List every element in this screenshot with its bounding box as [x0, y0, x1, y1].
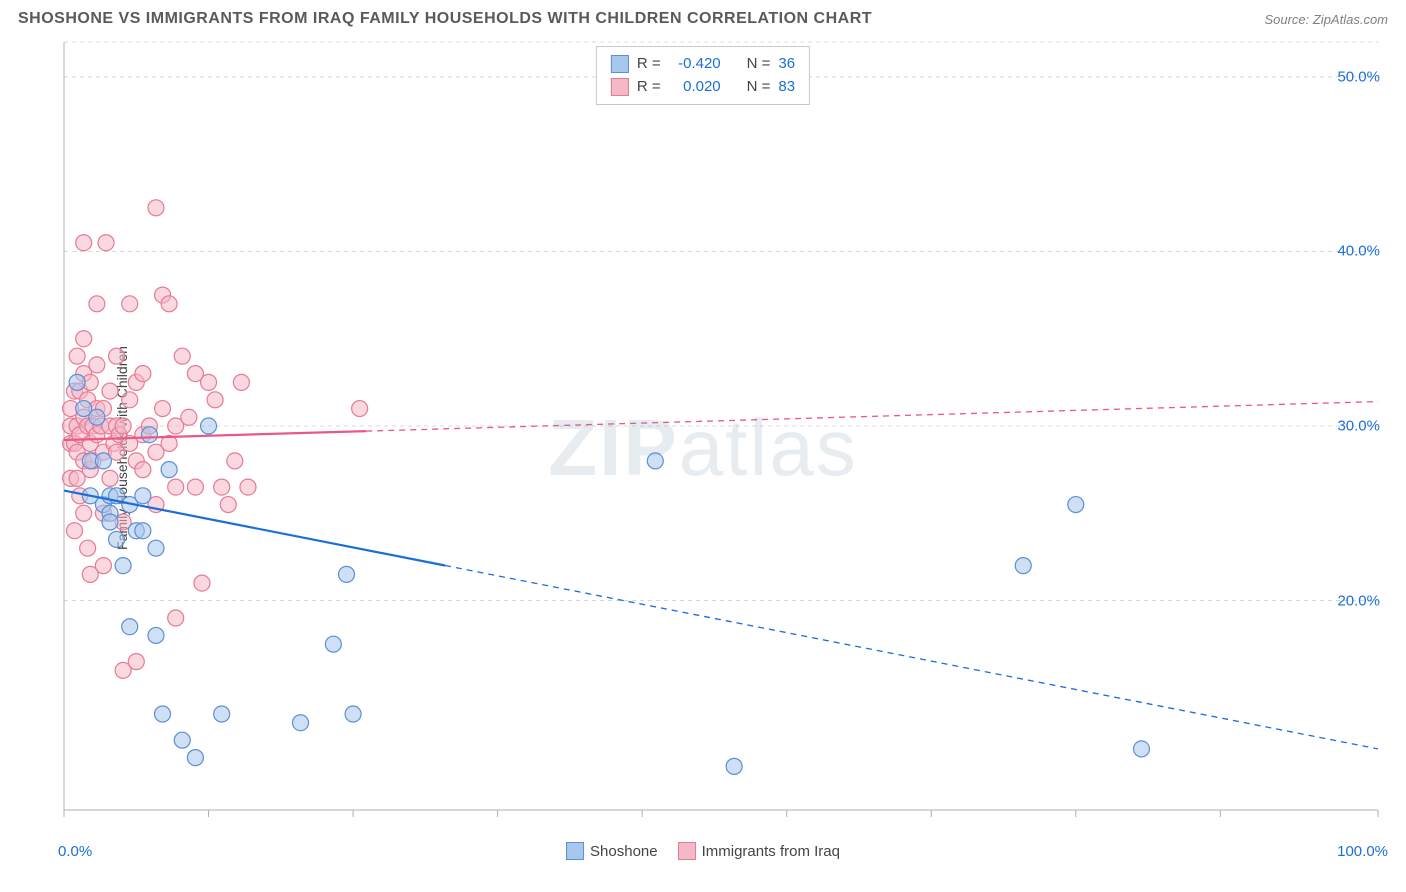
- chart-title: SHOSHONE VS IMMIGRANTS FROM IRAQ FAMILY …: [18, 10, 872, 28]
- series-swatch-shoshone: [611, 55, 629, 73]
- legend-item-shoshone: Shoshone: [566, 842, 658, 860]
- scatter-chart: [18, 38, 1388, 858]
- series-swatch-iraq: [611, 78, 629, 96]
- legend-label: Shoshone: [590, 843, 658, 860]
- legend-swatch: [678, 842, 696, 860]
- chart-container: Family Households with Children ZIPatlas…: [18, 38, 1388, 858]
- y-tick-label: 20.0%: [1337, 592, 1380, 609]
- n-value: 36: [778, 53, 795, 76]
- r-value: 0.020: [669, 76, 721, 99]
- y-tick-label: 30.0%: [1337, 418, 1380, 435]
- x-axis-min-label: 0.0%: [58, 843, 92, 860]
- correlation-legend-row: R = -0.420 N = 36: [611, 53, 795, 76]
- r-label: R =: [637, 76, 661, 99]
- y-tick-label: 40.0%: [1337, 243, 1380, 260]
- legend-swatch: [566, 842, 584, 860]
- legend-label: Immigrants from Iraq: [702, 843, 840, 860]
- n-value: 83: [778, 76, 795, 99]
- y-tick-label: 50.0%: [1337, 68, 1380, 85]
- correlation-legend: R = -0.420 N = 36 R = 0.020 N = 83: [596, 46, 810, 105]
- r-value: -0.420: [669, 53, 721, 76]
- source-label: Source: ZipAtlas.com: [1264, 12, 1388, 27]
- r-label: R =: [637, 53, 661, 76]
- correlation-legend-row: R = 0.020 N = 83: [611, 76, 795, 99]
- n-label: N =: [747, 53, 771, 76]
- header: SHOSHONE VS IMMIGRANTS FROM IRAQ FAMILY …: [0, 0, 1406, 34]
- n-label: N =: [747, 76, 771, 99]
- x-axis-max-label: 100.0%: [1337, 843, 1388, 860]
- legend-item-iraq: Immigrants from Iraq: [678, 842, 840, 860]
- series-legend: Shoshone Immigrants from Iraq: [566, 842, 840, 860]
